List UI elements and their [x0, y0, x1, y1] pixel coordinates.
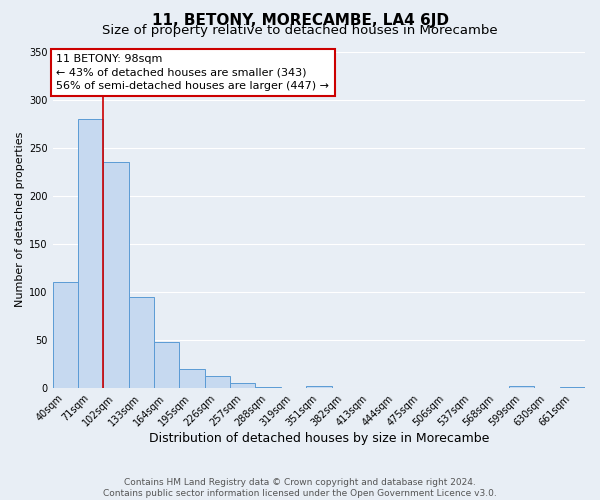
Text: 11 BETONY: 98sqm
← 43% of detached houses are smaller (343)
56% of semi-detached: 11 BETONY: 98sqm ← 43% of detached house… — [56, 54, 329, 91]
Bar — [179, 368, 205, 388]
Bar — [306, 386, 332, 388]
Bar — [53, 282, 78, 388]
Bar — [256, 387, 281, 388]
Y-axis label: Number of detached properties: Number of detached properties — [15, 132, 25, 308]
Bar — [78, 119, 103, 388]
Bar — [103, 162, 129, 388]
Bar — [509, 386, 535, 388]
Bar — [230, 383, 256, 388]
Text: 11, BETONY, MORECAMBE, LA4 6JD: 11, BETONY, MORECAMBE, LA4 6JD — [151, 12, 449, 28]
Bar — [154, 342, 179, 388]
Bar — [129, 296, 154, 388]
X-axis label: Distribution of detached houses by size in Morecambe: Distribution of detached houses by size … — [149, 432, 489, 445]
Text: Size of property relative to detached houses in Morecambe: Size of property relative to detached ho… — [102, 24, 498, 37]
Bar — [205, 376, 230, 388]
Bar — [560, 387, 585, 388]
Text: Contains HM Land Registry data © Crown copyright and database right 2024.
Contai: Contains HM Land Registry data © Crown c… — [103, 478, 497, 498]
